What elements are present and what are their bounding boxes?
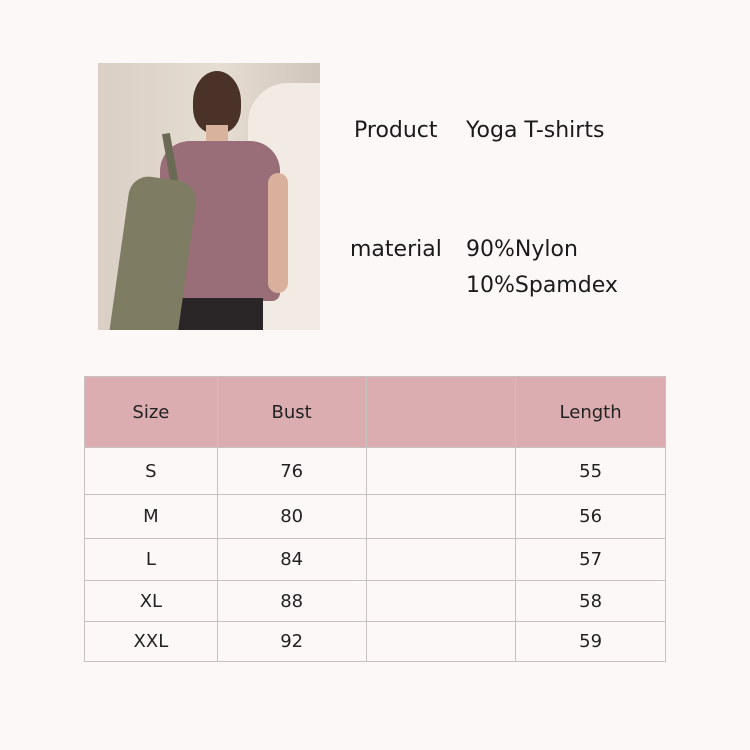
table-row: XL 88 58 <box>84 580 666 622</box>
product-photo <box>98 63 320 330</box>
cell: 57 <box>515 538 666 581</box>
cell <box>365 447 517 495</box>
material-line-1: 90%Nylon <box>466 237 578 262</box>
header-size: Size <box>84 376 218 448</box>
cell: 84 <box>216 538 367 581</box>
material-label: material <box>350 237 442 262</box>
header-row: Size Bust Length <box>84 376 666 448</box>
product-label: Product <box>354 118 438 143</box>
cell: 88 <box>216 580 367 622</box>
cell: XL <box>84 580 218 622</box>
cell <box>365 538 517 581</box>
product-value: Yoga T-shirts <box>466 118 605 143</box>
cell: 56 <box>515 494 666 539</box>
table-row: M 80 56 <box>84 494 666 539</box>
cell: 76 <box>216 447 367 495</box>
cell <box>365 494 517 539</box>
size-table: Size Bust Length S 76 55 M 80 56 L 84 57 XL 88 5… <box>84 376 666 662</box>
cell: 59 <box>515 621 666 662</box>
cell: L <box>84 538 218 581</box>
header-length: Length <box>515 376 666 448</box>
cell <box>365 580 517 622</box>
cell: S <box>84 447 218 495</box>
cell: XXL <box>84 621 218 662</box>
cell <box>365 621 517 662</box>
table-row: L 84 57 <box>84 538 666 581</box>
cell: 92 <box>216 621 367 662</box>
header-empty <box>365 376 517 448</box>
cell: 80 <box>216 494 367 539</box>
table-row: S 76 55 <box>84 447 666 495</box>
cell: 55 <box>515 447 666 495</box>
header-bust: Bust <box>216 376 367 448</box>
table-row: XXL 92 59 <box>84 621 666 662</box>
cell: 58 <box>515 580 666 622</box>
material-line-2: 10%Spamdex <box>466 273 618 298</box>
cell: M <box>84 494 218 539</box>
